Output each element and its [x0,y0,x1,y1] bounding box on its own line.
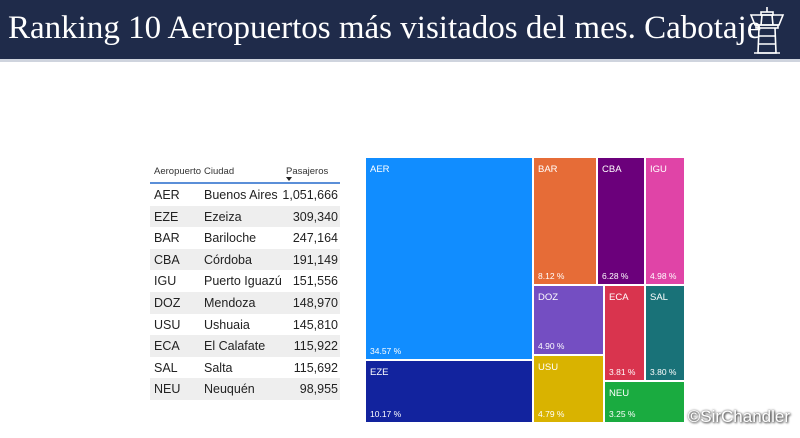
control-tower-icon [749,7,785,54]
cell-passengers: 115,922 [293,339,338,354]
tile-label: SAL [650,292,668,303]
treemap-tile-sal[interactable]: SAL 3.80 % [645,285,685,381]
table-row: DOZ Mendoza 148,970 [150,291,340,314]
cell-airport-code: EZE [154,209,179,224]
cell-passengers: 1,051,666 [282,188,338,202]
table-row: EZE Ezeiza 309,340 [150,205,340,228]
tile-label: EZE [370,367,389,378]
cell-airport-code: AER [154,188,180,202]
cell-passengers: 191,149 [292,252,338,267]
cell-airport-code: CBA [154,252,180,267]
cell-passengers: 98,955 [299,382,338,397]
cell-city: Salta [204,360,233,375]
cell-airport-code: BAR [154,231,180,246]
table-row: IGU Puerto Iguazú 151,556 [150,270,340,292]
cell-city: Mendoza [204,295,256,310]
treemap-tile-usu[interactable]: USU 4.79 % [533,355,604,423]
tile-percentage: 34.57 % [370,346,402,356]
tile-label: ECA [609,292,629,303]
table-row: USU Ushuaia 145,810 [150,314,340,336]
airport-ranking-table: Aeropuerto Ciudad Pasajeros AER Buenos A… [150,160,340,400]
cell-passengers: 115,692 [293,360,338,375]
tile-label: NEU [609,388,630,399]
tile-percentage: 10.17 % [370,409,402,419]
copyright-watermark: ©SirChandler [687,407,790,426]
table-row: NEU Neuquén 98,955 [150,378,340,400]
header-bar: Ranking 10 Aeropuertos más visitados del… [0,0,800,62]
cell-airport-code: SAL [154,360,178,375]
tile-percentage: 4.79 % [538,409,565,419]
cell-city: Neuquén [204,382,255,397]
cell-city: Puerto Iguazú [204,274,282,289]
treemap-tile-neu[interactable]: NEU 3.25 % [604,381,685,423]
treemap-tile-eca[interactable]: ECA 3.81 % [604,285,645,381]
treemap-tile-cba[interactable]: CBA 6.28 % [597,157,645,285]
cell-passengers: 247,164 [292,231,338,246]
table-row: CBA Córdoba 191,149 [150,248,340,271]
cell-airport-code: USU [154,317,181,332]
table-row: SAL Salta 115,692 [150,357,340,379]
cell-airport-code: IGU [154,274,177,289]
tile-percentage: 3.25 % [609,409,636,419]
cell-airport-code: NEU [154,382,181,397]
treemap-tile-igu[interactable]: IGU 4.98 % [645,157,685,285]
tile-label: IGU [650,164,667,175]
sort-descending-icon[interactable] [286,177,292,181]
cell-city: El Calafate [204,339,266,354]
treemap-tile-aer[interactable]: AER 34.57 % [365,157,533,360]
tile-percentage: 3.80 % [650,367,677,377]
passenger-share-treemap: AER 34.57 % EZE 10.17 % BAR 8.12 % CBA 6… [365,157,685,423]
cell-city: Buenos Aires [204,188,278,202]
cell-airport-code: ECA [154,339,180,354]
cell-passengers: 148,970 [292,295,338,310]
column-header-passengers[interactable]: Pasajeros [286,166,329,177]
tile-label: USU [538,362,559,373]
table-row: AER Buenos Aires 1,051,666 [150,184,340,206]
treemap-tile-doz[interactable]: DOZ 4.90 % [533,285,604,355]
table-row: BAR Bariloche 247,164 [150,227,340,249]
tile-label: DOZ [538,292,559,303]
table-row: ECA El Calafate 115,922 [150,335,340,357]
tile-label: BAR [538,164,558,175]
tile-percentage: 8.12 % [538,271,565,281]
cell-city: Ushuaia [204,317,250,332]
cell-city: Córdoba [204,252,252,267]
tile-percentage: 4.98 % [650,271,677,281]
cell-city: Ezeiza [204,209,242,224]
column-header-airport[interactable]: Aeropuerto [154,166,202,177]
tile-label: CBA [602,164,622,175]
treemap-tile-bar[interactable]: BAR 8.12 % [533,157,597,285]
cell-passengers: 309,340 [292,209,338,224]
treemap-tile-eze[interactable]: EZE 10.17 % [365,360,533,423]
column-header-city[interactable]: Ciudad [204,166,235,177]
page-title: Ranking 10 Aeropuertos más visitados del… [8,10,762,46]
cell-airport-code: DOZ [154,295,181,310]
tile-label: AER [370,164,390,175]
cell-passengers: 145,810 [292,317,338,332]
cell-city: Bariloche [204,231,257,246]
tile-percentage: 4.90 % [538,341,565,351]
tile-percentage: 6.28 % [602,271,629,281]
tile-percentage: 3.81 % [609,367,636,377]
cell-passengers: 151,556 [292,274,338,289]
table-header-row: Aeropuerto Ciudad Pasajeros [150,160,340,184]
